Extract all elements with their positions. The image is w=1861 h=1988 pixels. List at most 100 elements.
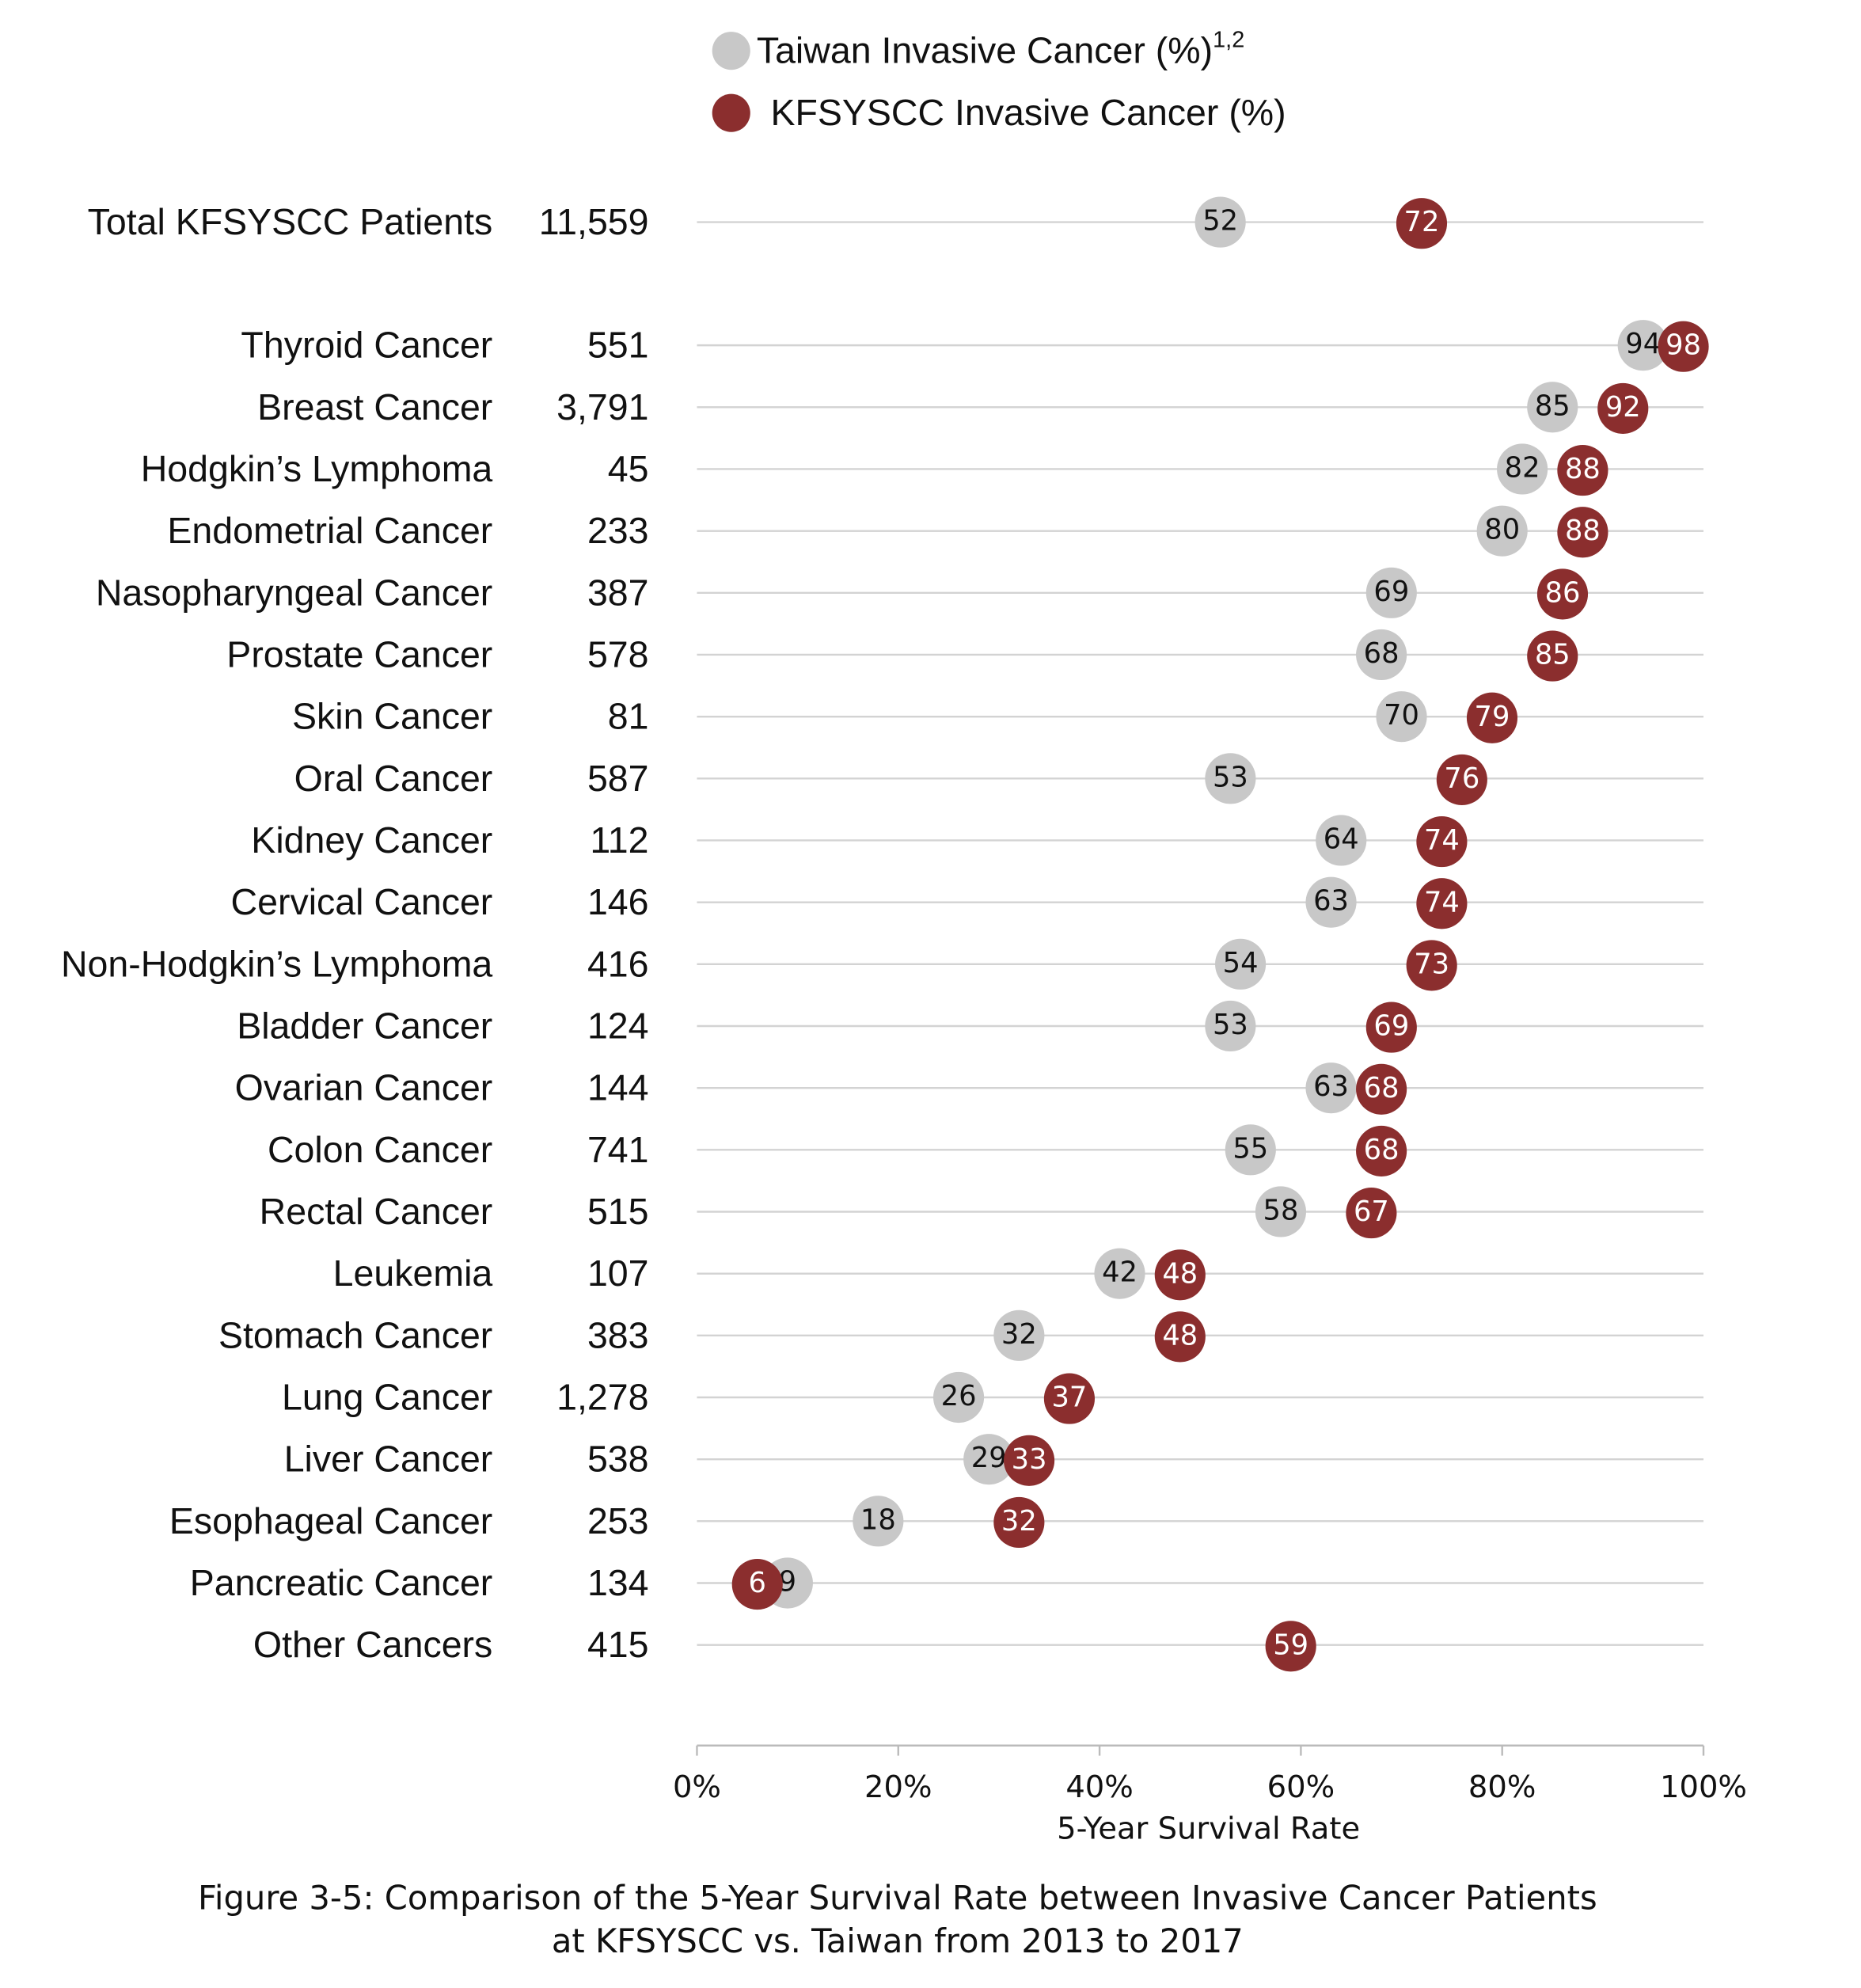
legend-label: KFSYSCC Invasive Cancer (%) (770, 92, 1286, 133)
legend-label: Taiwan Invasive Cancer (%)1,2 (757, 27, 1244, 71)
patient-count: 144 (587, 1067, 649, 1108)
patient-count: 134 (587, 1562, 649, 1603)
dot (1346, 1188, 1397, 1239)
dot (1305, 1062, 1357, 1114)
patient-count: 515 (587, 1191, 649, 1232)
patient-count: 11,559 (539, 201, 649, 242)
dot (1466, 692, 1518, 743)
data-label: 33 (1012, 1443, 1047, 1476)
x-tick-label: 20% (864, 1769, 932, 1805)
data-label: 64 (1324, 823, 1359, 855)
patient-count: 81 (608, 696, 649, 737)
dot (993, 1309, 1045, 1361)
data-label: 69 (1373, 576, 1409, 608)
category-label: Ovarian Cancer (235, 1067, 493, 1108)
data-label: 48 (1162, 1257, 1198, 1290)
dot (1658, 321, 1709, 372)
category-label: Hodgkin’s Lymphoma (141, 448, 493, 489)
dot (1436, 754, 1487, 805)
patient-count: 45 (608, 448, 649, 489)
category-label: Skin Cancer (292, 696, 492, 737)
dot (1536, 568, 1589, 620)
patient-count: 741 (587, 1129, 649, 1170)
x-tick-label: 100% (1660, 1769, 1747, 1805)
data-label: 85 (1535, 390, 1570, 422)
dot (1316, 815, 1367, 866)
category-label: Esophageal Cancer (169, 1500, 492, 1541)
data-label: 74 (1424, 886, 1460, 918)
dot (1215, 938, 1267, 990)
category-label: Stomach Cancer (218, 1314, 492, 1355)
category-label: Non-Hodgkin’s Lymphoma (61, 943, 492, 984)
legend-text: Taiwan Invasive Cancer (%) (757, 30, 1213, 71)
data-label: 42 (1102, 1256, 1137, 1289)
patient-count: 124 (587, 1005, 649, 1046)
dot (1597, 382, 1649, 434)
data-label: 85 (1535, 639, 1570, 671)
data-label: 6 (749, 1567, 766, 1599)
category-label: Oral Cancer (294, 758, 493, 799)
data-label: 68 (1364, 637, 1400, 670)
dot (1527, 382, 1578, 433)
x-tick-label: 80% (1468, 1769, 1536, 1805)
data-label: 52 (1202, 205, 1238, 238)
patient-count: 146 (587, 881, 649, 922)
dot (1194, 196, 1246, 248)
data-label: 73 (1414, 948, 1449, 980)
dot (993, 1496, 1045, 1549)
patient-count: 415 (587, 1624, 649, 1665)
data-label: 32 (1001, 1505, 1037, 1538)
category-label: Prostate Cancer (226, 633, 492, 675)
patient-count: 107 (587, 1252, 649, 1294)
data-label: 32 (1001, 1318, 1037, 1351)
data-label: 92 (1605, 391, 1641, 424)
data-label: 88 (1565, 453, 1601, 485)
category-label: Cervical Cancer (231, 881, 493, 922)
dot (1004, 1435, 1055, 1486)
dot (1376, 691, 1427, 743)
legend-marker (712, 93, 750, 132)
dot (1365, 567, 1417, 618)
category-label: Other Cancers (253, 1624, 492, 1665)
category-label: Breast Cancer (257, 386, 492, 428)
x-tick-label: 40% (1065, 1769, 1134, 1805)
patient-count: 538 (587, 1439, 649, 1480)
patient-count: 383 (587, 1314, 649, 1355)
dot (853, 1496, 904, 1547)
data-label: 94 (1625, 328, 1661, 360)
dot (1396, 198, 1448, 249)
patient-count: 112 (590, 819, 648, 861)
category-label: Liver Cancer (284, 1439, 493, 1480)
category-label: Total KFSYSCC Patients (88, 201, 493, 242)
dot (1205, 1000, 1256, 1052)
data-label: 67 (1354, 1195, 1389, 1228)
patient-count: 253 (587, 1500, 649, 1541)
dot (1406, 940, 1457, 991)
dot (1557, 507, 1608, 558)
data-label: 37 (1051, 1382, 1087, 1414)
dot (1094, 1248, 1145, 1299)
category-label: Lung Cancer (282, 1376, 492, 1417)
data-label: 55 (1232, 1132, 1268, 1165)
data-label: 88 (1565, 515, 1601, 547)
data-label: 69 (1373, 1010, 1409, 1043)
dot (1225, 1124, 1276, 1176)
data-label: 68 (1364, 1134, 1400, 1166)
legend-superscript: 1,2 (1213, 27, 1244, 52)
category-label: Colon Cancer (268, 1129, 492, 1170)
dot (963, 1434, 1015, 1485)
category-label: Kidney Cancer (251, 819, 492, 861)
x-axis-label: 5-Year Survival Rate (1057, 1811, 1360, 1847)
patient-count: 551 (587, 325, 649, 366)
data-label: 63 (1313, 885, 1349, 918)
data-label: 58 (1263, 1194, 1299, 1226)
patient-count: 387 (587, 572, 649, 613)
data-label: 76 (1444, 762, 1479, 795)
x-tick-label: 0% (673, 1769, 721, 1805)
patient-count: 416 (587, 943, 649, 984)
category-label: Thyroid Cancer (241, 325, 492, 366)
data-label: 86 (1545, 576, 1581, 609)
patient-count: 1,278 (556, 1376, 648, 1417)
data-label: 53 (1213, 761, 1248, 793)
data-label: 63 (1313, 1070, 1349, 1103)
